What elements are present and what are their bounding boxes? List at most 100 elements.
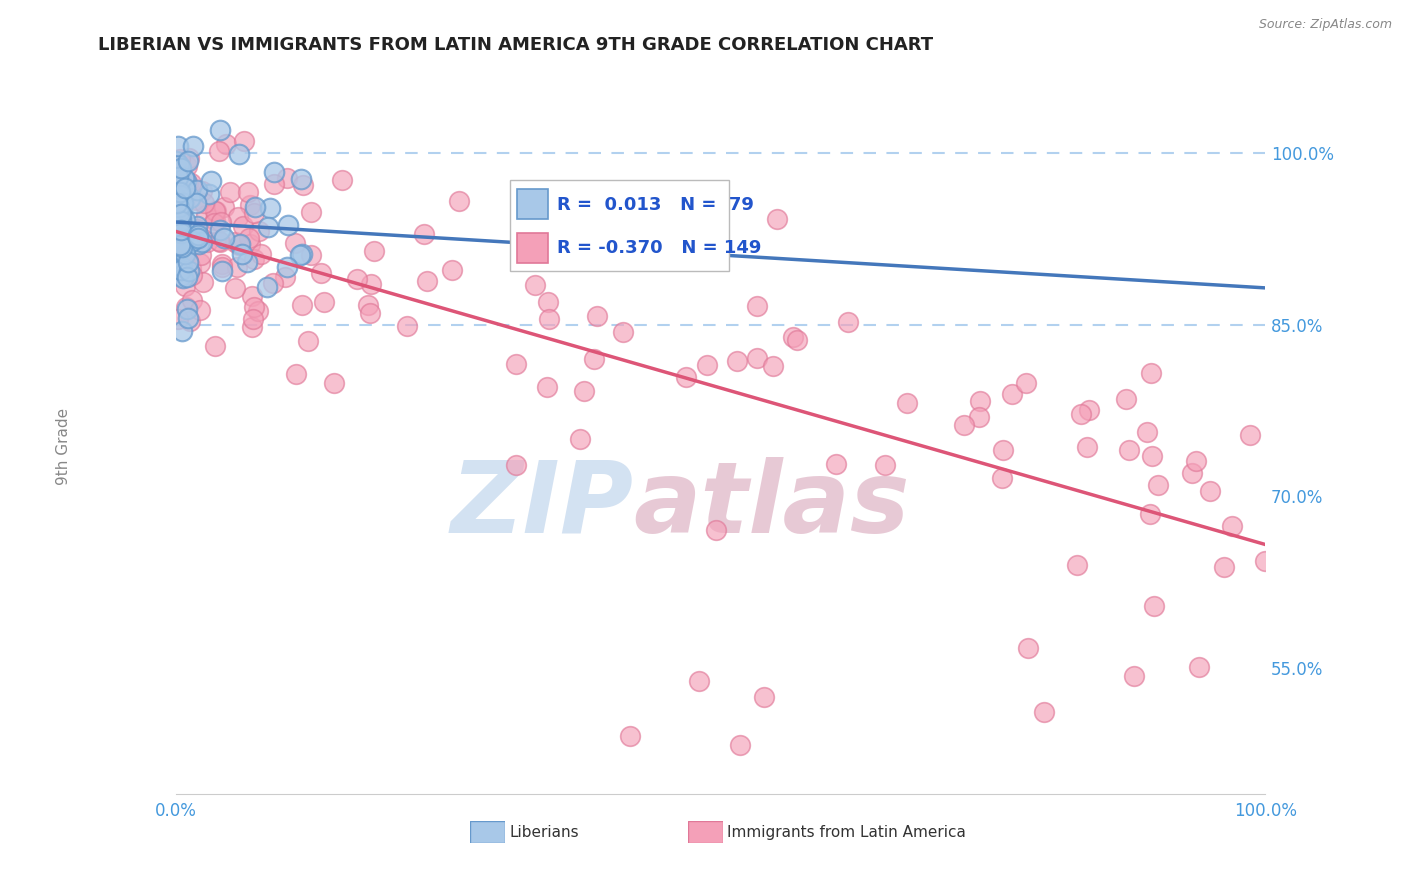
Text: Liberians: Liberians (509, 825, 579, 839)
Point (263, 177, 285, 191)
Point (246, 303, 269, 318)
Bar (517, 189, 548, 219)
Point (170, 324, 193, 338)
Text: 9th Grade: 9th Grade (56, 408, 70, 484)
Point (180, 293, 202, 307)
Point (440, 263, 463, 277)
Point (1181, 466, 1204, 480)
Point (232, 219, 254, 233)
Point (167, 202, 190, 216)
Point (725, 353, 748, 368)
Text: Source: ZipAtlas.com: Source: ZipAtlas.com (1258, 18, 1392, 31)
Point (537, 294, 560, 309)
Point (170, 262, 193, 277)
Point (360, 277, 382, 291)
Point (191, 276, 214, 290)
Point (314, 295, 336, 310)
Point (180, 260, 202, 275)
Point (174, 173, 197, 187)
Point (363, 244, 385, 259)
Point (188, 302, 211, 317)
Point (1070, 407, 1092, 421)
Point (174, 246, 197, 260)
Point (1118, 442, 1140, 457)
Point (198, 187, 221, 202)
Point (170, 268, 193, 283)
Point (212, 231, 235, 245)
Point (169, 223, 191, 237)
Point (1143, 599, 1166, 614)
Point (1188, 659, 1211, 673)
Point (256, 280, 278, 294)
Point (875, 458, 897, 473)
Point (187, 230, 209, 244)
Point (173, 279, 195, 293)
Point (169, 236, 191, 251)
Point (191, 185, 214, 199)
Point (546, 248, 568, 262)
Point (250, 247, 273, 261)
Point (180, 234, 202, 248)
Point (172, 190, 194, 204)
Point (782, 330, 804, 344)
Point (177, 311, 200, 326)
Point (695, 358, 717, 372)
Point (167, 201, 190, 215)
Point (896, 396, 918, 410)
Point (166, 169, 188, 184)
Point (524, 278, 547, 293)
Point (169, 229, 191, 244)
Point (299, 247, 322, 261)
Point (169, 186, 191, 200)
Point (1220, 519, 1243, 533)
Point (586, 310, 609, 324)
Text: ZIP: ZIP (450, 457, 633, 554)
Point (165, 250, 187, 264)
Point (236, 254, 259, 268)
Point (263, 165, 285, 179)
Point (752, 690, 775, 704)
Text: R = -0.370   N = 149: R = -0.370 N = 149 (557, 239, 762, 257)
Point (173, 170, 195, 185)
Point (209, 215, 232, 229)
Point (166, 311, 188, 326)
Point (231, 247, 253, 261)
Point (177, 235, 200, 250)
Point (165, 208, 187, 222)
Point (224, 281, 246, 295)
Point (1077, 403, 1099, 417)
Point (232, 134, 254, 148)
Point (285, 367, 308, 381)
FancyBboxPatch shape (510, 180, 730, 271)
Point (1140, 366, 1163, 380)
Point (619, 730, 641, 744)
Point (274, 269, 297, 284)
Point (242, 311, 264, 326)
Point (211, 260, 233, 275)
Point (186, 195, 208, 210)
Point (582, 352, 605, 367)
Point (165, 154, 187, 169)
Point (184, 193, 207, 207)
Point (195, 208, 218, 222)
Point (416, 274, 439, 288)
Point (505, 458, 527, 472)
Point (991, 443, 1014, 458)
Point (204, 204, 226, 219)
Point (1066, 558, 1088, 573)
Point (186, 219, 208, 234)
Point (186, 222, 208, 236)
Point (172, 196, 194, 211)
Point (225, 260, 247, 275)
Point (186, 183, 208, 197)
Point (200, 174, 222, 188)
Point (825, 458, 848, 472)
Point (762, 359, 785, 374)
Text: Immigrants from Latin America: Immigrants from Latin America (727, 825, 966, 839)
Point (969, 394, 991, 409)
Point (174, 212, 197, 227)
Point (215, 137, 238, 152)
Text: LIBERIAN VS IMMIGRANTS FROM LATIN AMERICA 9TH GRADE CORRELATION CHART: LIBERIAN VS IMMIGRANTS FROM LATIN AMERIC… (98, 36, 934, 54)
Point (309, 266, 332, 280)
Point (612, 325, 634, 339)
